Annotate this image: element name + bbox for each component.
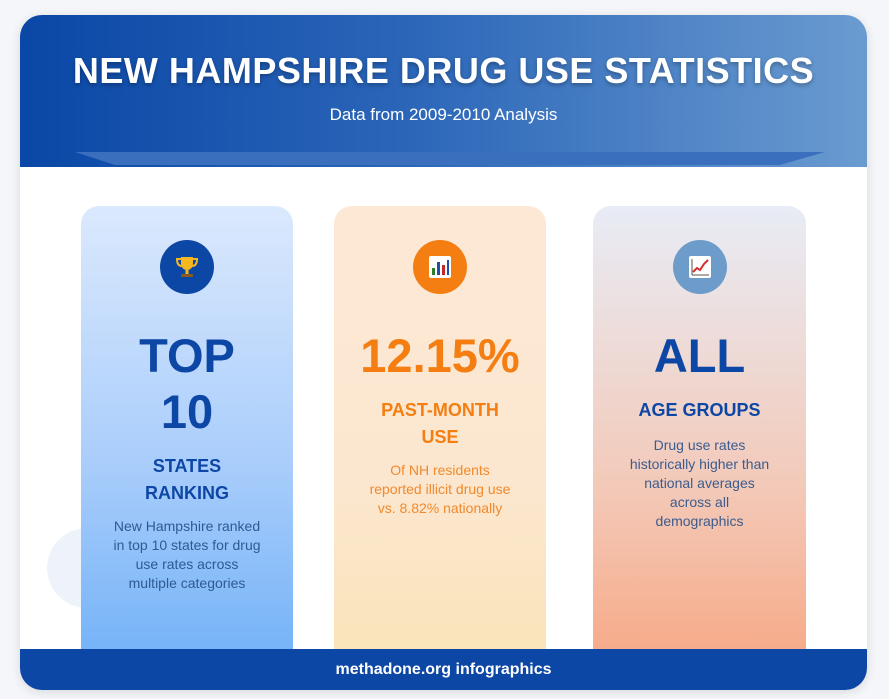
header-banner: NEW HAMPSHIRE DRUG USE STATISTICS Data f… bbox=[20, 15, 867, 167]
stat-description: New Hampshire ranked in top 10 states fo… bbox=[113, 518, 261, 591]
stat-label-line1: STATES bbox=[152, 456, 222, 476]
infographic-card: NEW HAMPSHIRE DRUG USE STATISTICS Data f… bbox=[20, 15, 867, 690]
stat-label-line2: USE bbox=[421, 427, 459, 447]
bar-chart-icon bbox=[413, 240, 467, 294]
stat-big-value-line2: 10 bbox=[160, 385, 214, 438]
stat-big-value: ALL bbox=[653, 329, 746, 382]
stat-description: Drug use rates historically higher than … bbox=[629, 437, 770, 529]
stat-label-line2: RANKING bbox=[145, 483, 229, 503]
stat-card-all-age-groups: ALL AGE GROUPS Drug use rates historical… bbox=[593, 206, 806, 676]
page-title: NEW HAMPSHIRE DRUG USE STATISTICS bbox=[72, 50, 815, 91]
trophy-icon bbox=[160, 240, 214, 294]
stat-card-top10: TOP 10 STATES RANKING New Hampshire rank… bbox=[81, 206, 293, 676]
stat-big-value-line1: TOP bbox=[139, 329, 235, 382]
stat-label-line1: PAST-MONTH bbox=[381, 400, 499, 420]
header-notch-decoration bbox=[20, 152, 867, 165]
stat-big-value: 12.15% bbox=[360, 329, 520, 382]
footer-credit: methadone.org infographics bbox=[20, 649, 867, 690]
stat-card-past-month: 12.15% PAST-MONTH USE Of NH residents re… bbox=[334, 206, 546, 676]
stat-description: Of NH residents reported illicit drug us… bbox=[369, 462, 511, 516]
stat-label: AGE GROUPS bbox=[638, 400, 761, 420]
trending-up-chart-icon bbox=[672, 240, 727, 294]
page-subtitle: Data from 2009-2010 Analysis bbox=[329, 105, 558, 124]
